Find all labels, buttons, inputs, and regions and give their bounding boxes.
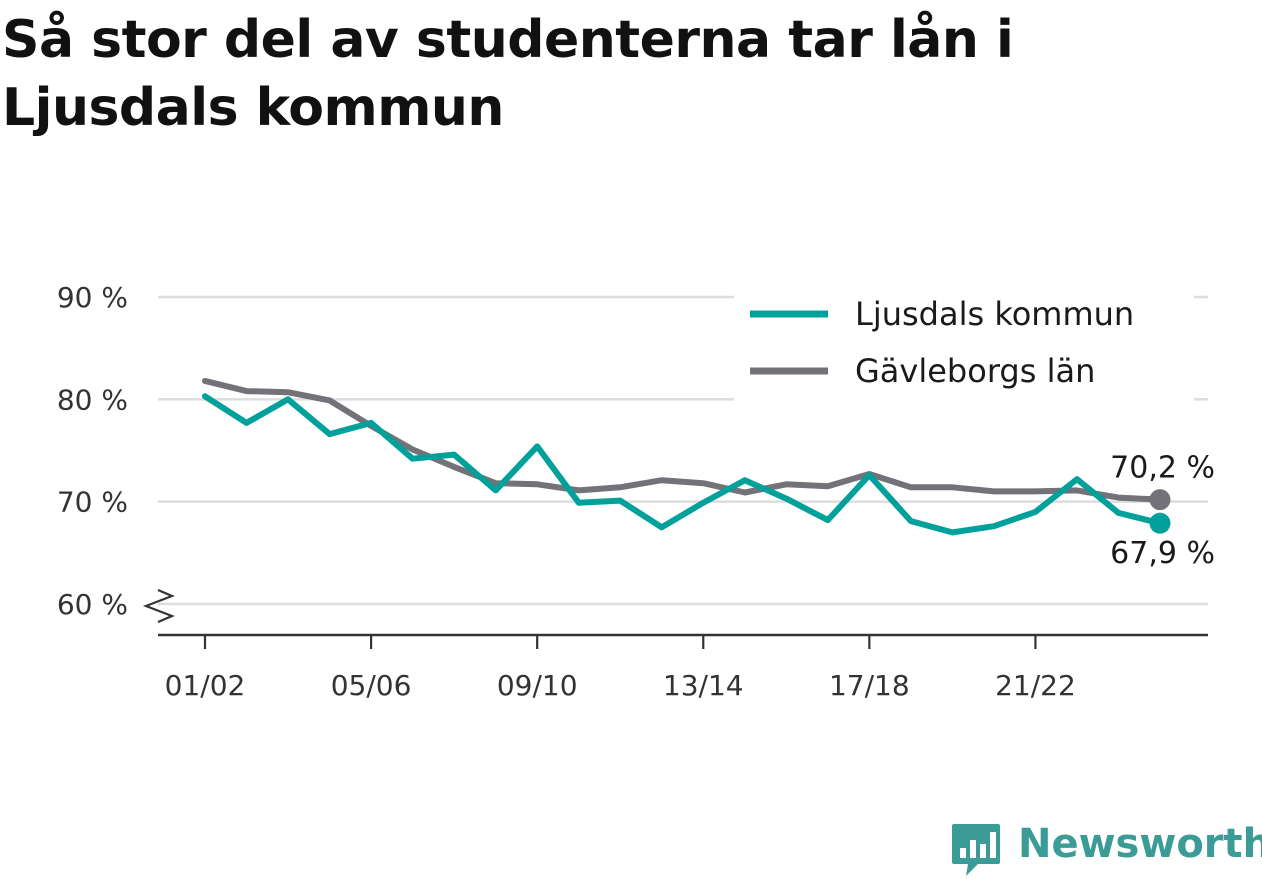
series-end-point	[1149, 512, 1171, 534]
x-tick-label: 17/18	[829, 669, 910, 702]
x-axis-ticks: 01/02 05/06 09/10 13/14 17/18 21/22	[165, 635, 1076, 702]
newsworthy-logo: Newsworthy	[950, 818, 1262, 876]
x-tick-label: 01/02	[165, 669, 246, 702]
end-label-ljusdal: 67,9 %	[1110, 536, 1215, 571]
series-line-gavleborg	[202, 377, 1163, 503]
y-tick-label: 60 %	[57, 588, 128, 621]
y-tick-label: 70 %	[57, 486, 128, 519]
series-end-point	[1149, 489, 1171, 511]
y-tick-label: 90 %	[57, 281, 128, 314]
x-axis	[142, 588, 1208, 637]
bar-chart-speech-icon	[952, 824, 1000, 876]
x-tick-label: 09/10	[497, 669, 578, 702]
x-tick-label: 05/06	[331, 669, 412, 702]
end-labels: 70,2 % 67,9 %	[1110, 451, 1215, 572]
y-axis-break	[142, 588, 175, 624]
x-tick-label: 13/14	[663, 669, 744, 702]
series-lines	[202, 377, 1171, 536]
legend-background	[734, 284, 1194, 402]
series-line-ljusdal	[202, 393, 1163, 536]
brand-name: Newsworthy	[1018, 821, 1262, 867]
end-label-gavleborg: 70,2 %	[1110, 451, 1215, 486]
legend: Ljusdals kommun Gävleborgs län	[734, 284, 1194, 402]
legend-label: Ljusdals kommun	[855, 295, 1134, 333]
y-axis-ticks: 90 % 80 % 70 % 60 %	[57, 281, 128, 621]
x-tick-label: 21/22	[995, 669, 1076, 702]
legend-label: Gävleborgs län	[855, 352, 1095, 390]
y-tick-label: 80 %	[57, 383, 128, 416]
chart-title: Så stor del av studenterna tar lån i Lju…	[2, 10, 1014, 138]
